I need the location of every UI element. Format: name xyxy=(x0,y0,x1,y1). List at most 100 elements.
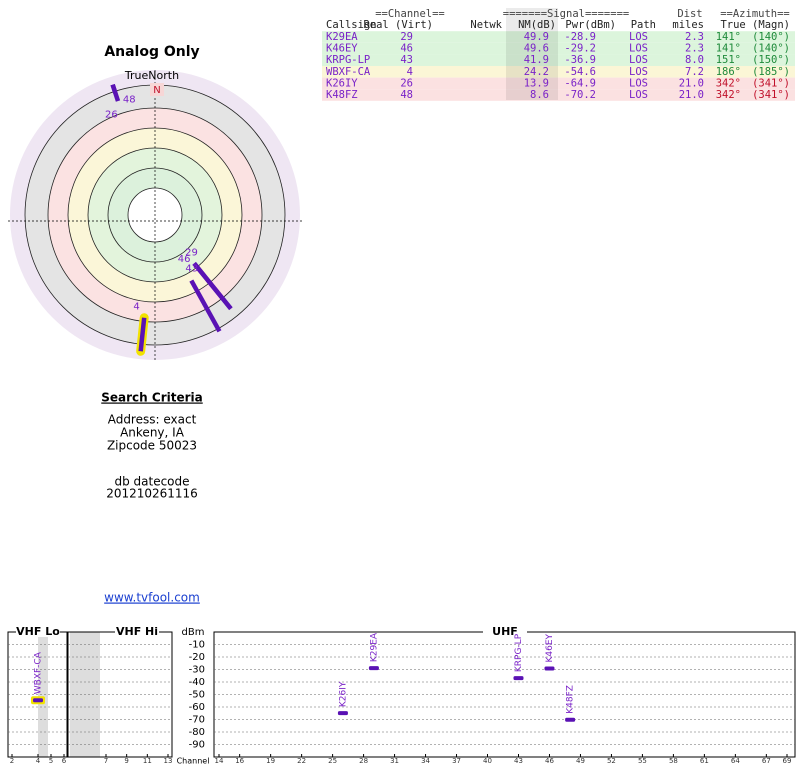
cell-dist: 7.2 xyxy=(685,66,704,78)
x-tick-label: 55 xyxy=(638,757,647,765)
station-channel-label: 43 xyxy=(185,264,198,275)
station-line xyxy=(110,84,118,94)
column-header: Netwk xyxy=(470,19,502,31)
x-tick-label: 28 xyxy=(359,757,368,765)
row-background xyxy=(322,42,795,55)
cell-az-magn: (140°) xyxy=(752,43,790,55)
cell-az-magn: (150°) xyxy=(752,54,790,66)
polar-background xyxy=(8,70,302,362)
x-tick-label: 31 xyxy=(390,757,399,765)
station-callsign: K29EA xyxy=(369,632,379,662)
search-line: Address: exact xyxy=(108,413,197,427)
column-header: True (Magn) xyxy=(720,19,790,31)
x-tick-label: 40 xyxy=(483,757,492,765)
x-tick-label: 49 xyxy=(576,757,585,765)
cell-nm: 24.2 xyxy=(524,66,549,78)
cell-az-magn: (341°) xyxy=(752,77,790,89)
x-tick-label: 58 xyxy=(669,757,678,765)
x-tick-label: 6 xyxy=(62,757,67,765)
band-label: VHF Hi xyxy=(116,625,158,638)
nm-column xyxy=(506,8,558,100)
x-tick-label: 11 xyxy=(143,757,152,765)
cell-nm: 8.6 xyxy=(530,89,549,101)
cell-nm: 49.9 xyxy=(524,31,549,43)
x-tick-label: 13 xyxy=(164,757,173,765)
station-bar xyxy=(337,711,348,716)
group-header: ==Channel== xyxy=(375,8,445,20)
y-tick-label: -50 xyxy=(189,690,205,701)
x-tick-label: 4 xyxy=(36,757,41,765)
row-background xyxy=(322,89,795,101)
x-tick-label: 5 xyxy=(49,757,53,765)
y-axis-label: dBm xyxy=(182,627,205,638)
cell-call: KRPG-LP xyxy=(326,54,370,66)
cell-pwr: -54.6 xyxy=(564,66,596,78)
cell-call: K46EY xyxy=(326,43,358,55)
north-label: TrueNorth xyxy=(124,69,179,82)
x-axis-label: Channel xyxy=(177,757,210,766)
station-bar xyxy=(565,717,576,722)
y-tick-label: -10 xyxy=(189,640,205,651)
group-header: ==Azimuth== xyxy=(720,8,790,20)
station-line xyxy=(192,262,233,311)
cell-dist: 2.3 xyxy=(685,43,704,55)
cell-dist: 8.0 xyxy=(685,54,704,66)
cell-real: 43 xyxy=(400,54,413,66)
cell-az-true: 151° xyxy=(716,54,741,66)
north-mark: N xyxy=(153,85,160,96)
row-background xyxy=(322,66,795,78)
cell-az-magn: (140°) xyxy=(752,31,790,43)
x-tick-label: 16 xyxy=(235,757,244,765)
search-line: Ankeny, IA xyxy=(120,426,185,440)
group-header: Dist xyxy=(677,8,702,20)
station-channel-label: 4 xyxy=(133,301,139,312)
y-tick-label: -40 xyxy=(189,677,205,688)
station-channel-label: 48 xyxy=(123,95,136,106)
band-label-bg xyxy=(16,625,60,637)
cell-az-true: 141° xyxy=(716,43,741,55)
band-label-bg xyxy=(115,625,159,637)
x-tick-label: 69 xyxy=(783,757,792,765)
station-bar xyxy=(544,666,555,671)
db-value: 201210261116 xyxy=(106,487,198,501)
x-tick-label: 25 xyxy=(328,757,337,765)
y-tick-label: -60 xyxy=(189,702,205,713)
cell-call: K26IY xyxy=(326,77,358,89)
link[interactable]: www.tvfool.com xyxy=(104,591,200,605)
cell-path: LOS xyxy=(629,89,648,101)
cell-path: LOS xyxy=(629,31,648,43)
band-label: VHF Lo xyxy=(16,625,60,638)
search-line: Zipcode 50023 xyxy=(107,439,197,453)
y-tick-label: -30 xyxy=(189,665,205,676)
y-tick-label: -90 xyxy=(189,740,205,751)
cell-az-magn: (341°) xyxy=(752,89,790,101)
station-channel-label: 29 xyxy=(185,247,198,258)
cell-nm: 41.9 xyxy=(524,54,549,66)
cell-path: LOS xyxy=(629,43,648,55)
x-tick-label: 37 xyxy=(452,757,461,765)
cell-call: WBXF-CA xyxy=(326,66,371,78)
cell-path: LOS xyxy=(629,66,648,78)
station-callsign: K46EY xyxy=(545,633,555,662)
cell-dist: 21.0 xyxy=(679,89,704,101)
row-background xyxy=(322,54,795,66)
cell-az-true: 342° xyxy=(716,89,741,101)
station-bar xyxy=(368,666,379,671)
x-tick-label: 9 xyxy=(124,757,128,765)
cell-az-true: 186° xyxy=(716,66,741,78)
cell-nm: 49.6 xyxy=(524,43,549,55)
column-header: Callsign xyxy=(326,19,377,31)
north-box xyxy=(150,83,164,96)
gap-band xyxy=(38,632,48,757)
row-background xyxy=(322,77,795,90)
cell-az-true: 141° xyxy=(716,31,741,43)
station-channel-label: 26 xyxy=(105,109,118,120)
search-title: Search Criteria xyxy=(101,391,202,405)
x-tick-label: 7 xyxy=(104,757,108,765)
cell-pwr: -29.2 xyxy=(564,43,596,55)
cell-pwr: -64.9 xyxy=(564,77,596,89)
station-line xyxy=(138,317,147,352)
station-bar xyxy=(33,698,43,703)
station-bar xyxy=(513,676,524,681)
